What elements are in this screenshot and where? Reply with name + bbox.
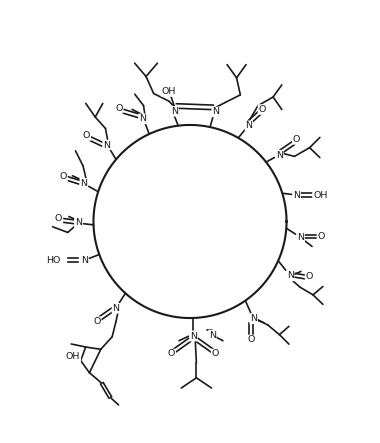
Text: N: N <box>139 114 146 123</box>
Text: O: O <box>317 232 325 241</box>
Text: O: O <box>293 135 300 144</box>
Text: N: N <box>297 233 304 242</box>
Text: N: N <box>81 256 88 265</box>
Text: N: N <box>250 314 257 323</box>
Text: O: O <box>258 105 266 114</box>
Text: N: N <box>276 151 283 160</box>
Text: N: N <box>190 332 197 341</box>
Text: N: N <box>209 330 216 339</box>
Text: N: N <box>75 218 82 227</box>
Text: O: O <box>83 131 90 140</box>
Text: N: N <box>103 140 110 150</box>
Text: O: O <box>55 214 62 223</box>
Text: OH: OH <box>162 87 176 96</box>
Text: O: O <box>247 335 255 345</box>
Text: N: N <box>293 190 300 200</box>
Text: O: O <box>168 350 175 358</box>
Text: N: N <box>112 304 119 313</box>
Text: O: O <box>93 317 101 326</box>
Text: OH: OH <box>313 190 328 200</box>
Text: O: O <box>115 104 123 113</box>
Text: O: O <box>212 350 219 358</box>
Text: N: N <box>212 107 219 117</box>
Text: OH: OH <box>66 352 80 361</box>
Text: N: N <box>287 272 294 280</box>
Text: O: O <box>60 172 67 181</box>
Text: N: N <box>171 107 178 116</box>
Text: N: N <box>80 179 87 188</box>
Text: HO: HO <box>46 256 61 265</box>
Text: O: O <box>306 272 313 281</box>
Text: N: N <box>245 121 252 130</box>
